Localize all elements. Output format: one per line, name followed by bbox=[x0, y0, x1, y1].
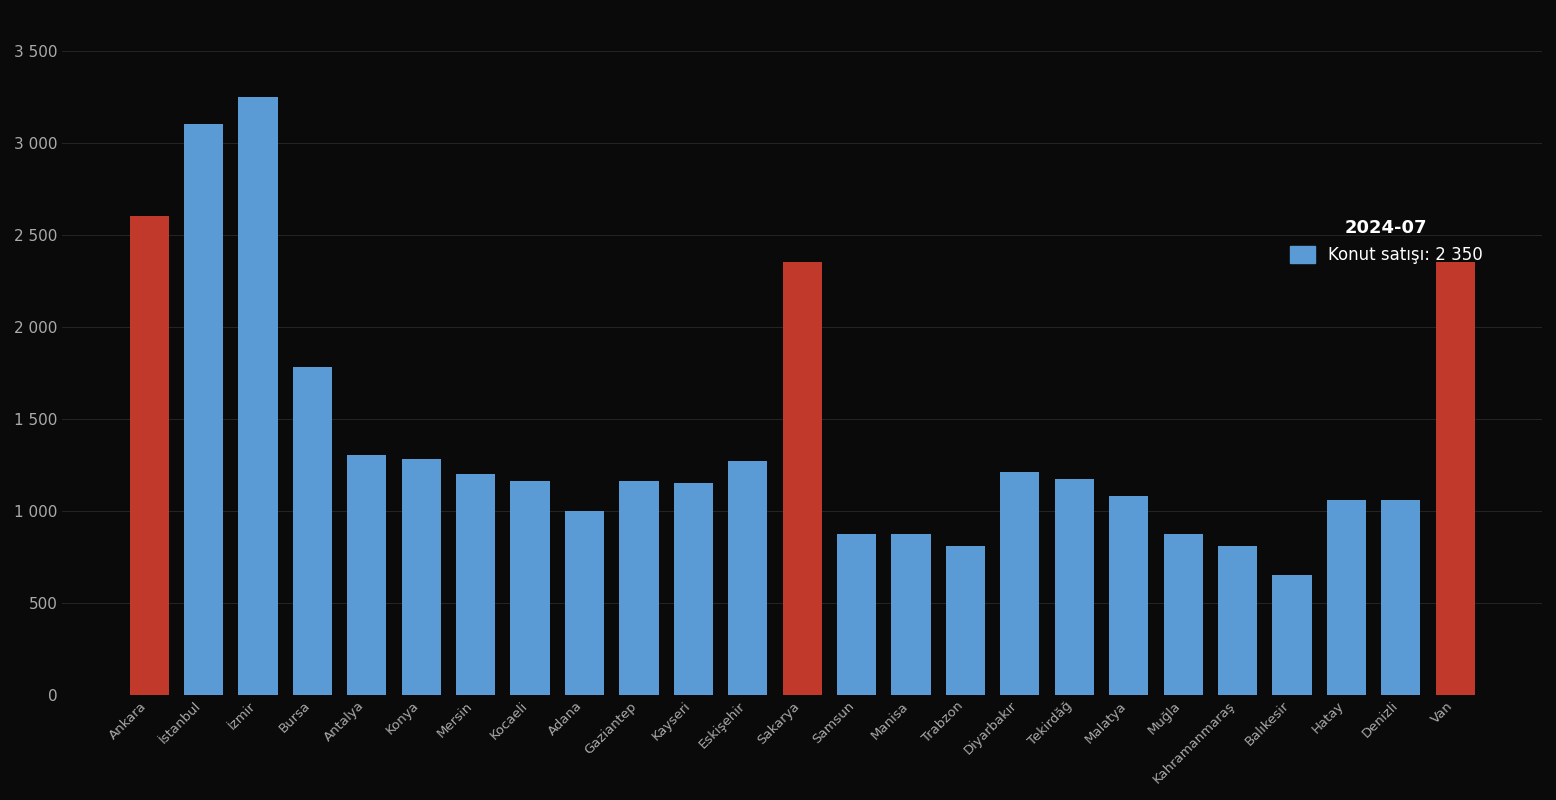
Bar bbox=[238, 97, 277, 694]
Bar bbox=[456, 474, 495, 694]
Bar bbox=[674, 483, 713, 694]
Bar bbox=[347, 455, 386, 694]
Bar bbox=[619, 481, 658, 694]
Bar bbox=[1218, 546, 1257, 694]
Bar bbox=[728, 461, 767, 694]
Bar bbox=[892, 534, 930, 694]
Bar bbox=[129, 216, 168, 694]
Bar bbox=[1436, 262, 1475, 694]
Bar bbox=[293, 367, 331, 694]
Bar bbox=[1001, 472, 1039, 694]
Bar bbox=[1382, 499, 1421, 694]
Bar bbox=[837, 534, 876, 694]
Bar bbox=[783, 262, 822, 694]
Bar bbox=[1109, 496, 1148, 694]
Bar bbox=[401, 459, 440, 694]
Bar bbox=[946, 546, 985, 694]
Bar bbox=[1273, 575, 1312, 694]
Bar bbox=[1327, 499, 1366, 694]
Bar bbox=[565, 510, 604, 694]
Bar bbox=[184, 124, 223, 694]
Legend: Konut satışı: 2 350: Konut satışı: 2 350 bbox=[1284, 213, 1489, 270]
Bar bbox=[1055, 479, 1094, 694]
Bar bbox=[1164, 534, 1203, 694]
Bar bbox=[510, 481, 549, 694]
